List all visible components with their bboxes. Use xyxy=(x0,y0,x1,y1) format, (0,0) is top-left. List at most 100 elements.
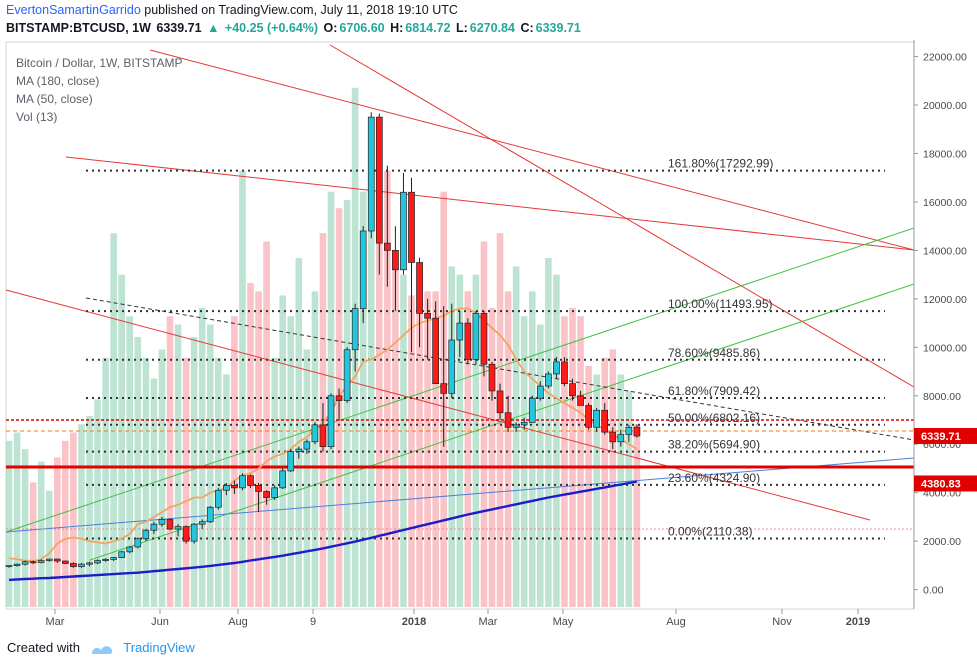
volume-bar xyxy=(102,357,109,607)
symbol-name[interactable]: BITSTAMP:BTCUSD, 1W xyxy=(6,21,151,35)
candle-body xyxy=(609,431,617,443)
price-chart[interactable]: 161.80%(17292.99) 100.00%(11493.95) 78.60%… xyxy=(0,40,977,632)
candle-body xyxy=(512,424,520,428)
volume-bar xyxy=(424,291,431,607)
candle-body xyxy=(190,523,198,542)
candle-body xyxy=(408,191,415,263)
candle-body xyxy=(400,191,407,271)
volume-bar xyxy=(633,424,641,607)
candle-body xyxy=(61,560,69,564)
candle-body xyxy=(13,563,21,566)
volume-bar xyxy=(593,374,600,607)
x-tick-label: 2018 xyxy=(402,616,426,628)
candle-body xyxy=(351,308,359,351)
fib-retracement: 161.80%(17292.99) 100.00%(11493.95) 78.60%… xyxy=(86,157,885,540)
fib-level-label: 61.80%(7909.42) xyxy=(668,384,760,398)
y-tick-label: 14000.00 xyxy=(923,245,967,257)
price-tag-label: 4380.83 xyxy=(921,478,961,490)
fib-level-label: 100.00%(11493.95) xyxy=(668,297,773,311)
candle-body xyxy=(424,313,431,319)
candle-body xyxy=(126,546,134,553)
y-tick-label: 20000.00 xyxy=(923,100,967,112)
volume-bar xyxy=(239,170,246,607)
candle-body xyxy=(335,395,343,401)
x-tick-label: Aug xyxy=(666,616,686,628)
tradingview-link[interactable]: TradingView xyxy=(123,640,195,655)
x-tick-label: Aug xyxy=(228,616,248,628)
candle-body xyxy=(247,475,254,486)
candle-body xyxy=(625,426,633,435)
candle-body xyxy=(231,485,238,489)
volume-bar xyxy=(496,233,504,607)
volume-bar xyxy=(504,291,512,607)
candle-body xyxy=(271,487,278,498)
candle-body xyxy=(142,529,150,540)
candle-body xyxy=(255,485,262,492)
volume-bar xyxy=(343,199,351,607)
y-tick-label: 0.00 xyxy=(923,585,944,597)
volume-bar xyxy=(472,274,480,607)
volume-bar xyxy=(158,349,166,607)
candle-body xyxy=(21,561,29,565)
open-label: O: xyxy=(323,21,338,35)
x-tick-label: 9 xyxy=(310,616,316,628)
candle-body xyxy=(239,475,246,489)
x-tick-label: Mar xyxy=(46,616,65,628)
candle-body xyxy=(448,339,456,394)
candle-body xyxy=(480,313,488,365)
price-change: +40.25 (+0.64%) xyxy=(224,21,319,35)
fib-level-label: 38.20%(5694.90) xyxy=(668,438,760,452)
volume-bar xyxy=(561,316,568,607)
tradingview-logo-icon xyxy=(91,645,112,654)
volume-bar xyxy=(21,449,29,607)
blue-trend-line xyxy=(5,457,915,533)
author-link[interactable]: EvertonSamartinGarrido xyxy=(6,3,141,17)
volume-bar xyxy=(231,316,238,607)
volume-bar xyxy=(311,291,319,607)
fib-level-label: 23.60%(4324.90) xyxy=(668,471,760,485)
volume-bar xyxy=(488,307,496,607)
legend-title[interactable]: Bitcoin / Dollar, 1W, BITSTAMP xyxy=(16,56,183,70)
price-tag-bg xyxy=(914,475,977,492)
y-tick-label: 22000.00 xyxy=(923,52,967,64)
candle-body xyxy=(617,434,625,443)
close-label: C: xyxy=(520,21,534,35)
volume-bar xyxy=(601,357,608,607)
legend-vol[interactable]: Vol (13) xyxy=(16,110,58,124)
volume-bar xyxy=(617,374,625,607)
close-value: 6339.71 xyxy=(535,21,581,35)
symbol-bar: BITSTAMP:BTCUSD, 1W 6339.71 ▲ +40.25 (+0… xyxy=(6,21,583,35)
volume-bar xyxy=(166,316,174,607)
volume-bar xyxy=(545,258,552,607)
volume-bar xyxy=(182,357,190,607)
green-trend-line xyxy=(5,227,915,533)
volume-bar xyxy=(29,482,37,607)
fib-level-label: 0.00%(2110.38) xyxy=(668,524,753,538)
candle-body xyxy=(86,562,93,565)
legend-ma50[interactable]: MA (50, close) xyxy=(16,92,93,106)
volume-bar xyxy=(126,316,134,607)
candle-body xyxy=(319,424,327,448)
candle-body xyxy=(496,390,504,414)
candlesticks xyxy=(5,112,641,568)
price-axis-bg xyxy=(914,40,977,632)
volume-bar xyxy=(512,266,520,607)
open-value: 6706.60 xyxy=(339,21,385,35)
y-tick-label: 18000.00 xyxy=(923,148,967,160)
candle-body xyxy=(520,422,528,426)
channel-line xyxy=(329,44,915,388)
legend-ma180[interactable]: MA (180, close) xyxy=(16,74,100,88)
candle-body xyxy=(174,526,182,530)
candle-body xyxy=(561,361,568,385)
ma180-line xyxy=(8,480,638,582)
candle-body xyxy=(206,506,214,523)
volume-bar xyxy=(54,457,61,607)
candle-body xyxy=(158,518,166,525)
candle-body xyxy=(440,383,448,394)
candle-body xyxy=(544,373,552,387)
candle-body xyxy=(528,397,536,423)
created-with-text: Created with xyxy=(7,640,80,655)
footer: Created with TradingView xyxy=(7,640,195,656)
candle-body xyxy=(432,317,439,385)
candle-body xyxy=(78,563,85,567)
